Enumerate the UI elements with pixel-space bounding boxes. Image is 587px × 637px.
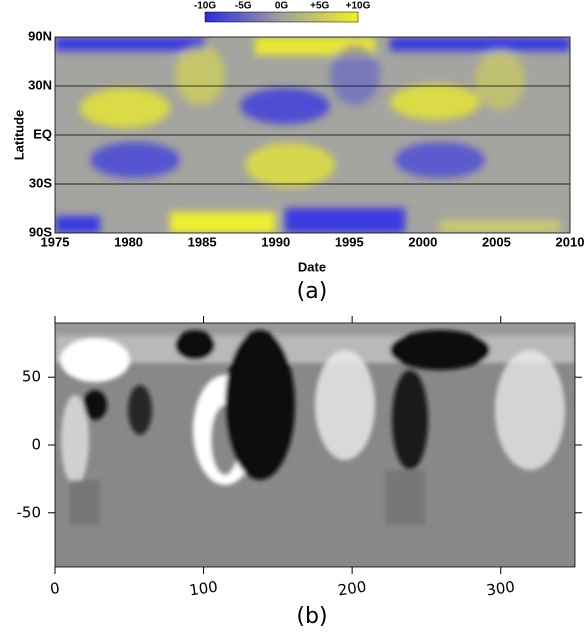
colorbar-label: -10G [194, 1, 216, 12]
y-tick-label: 0 [31, 436, 41, 454]
y-tick-label: 90N [28, 28, 52, 43]
colorbar-label: 0G [275, 1, 289, 12]
colorbar [204, 11, 359, 23]
x-tick-label: 2000 [408, 234, 437, 249]
colorbar-label: +5G [310, 1, 329, 12]
y-tick-label: 30N [28, 77, 52, 92]
x-tick-label: 1990 [261, 234, 290, 249]
plot-frame [54, 322, 576, 568]
y-tick-label: 90S [29, 224, 52, 239]
x-tick-label: 100 [188, 578, 219, 600]
plot-frame [54, 36, 571, 234]
colorbar-label: -5G [235, 1, 252, 12]
x-tick-label: 1975 [41, 234, 70, 249]
x-tick-label: 0 [49, 579, 61, 598]
colorbar-label: +10G [346, 1, 371, 12]
caption: (b) [296, 604, 327, 629]
y-tick-label: 30S [29, 175, 52, 190]
x-tick-label: 300 [485, 578, 516, 600]
caption: (a) [297, 279, 328, 304]
x-tick-label: 2010 [556, 234, 585, 249]
x-tick-label: 200 [337, 578, 368, 600]
y-tick-label: EQ [33, 126, 52, 141]
y-tick-label: 50 [22, 368, 41, 386]
x-tick-label: 1995 [335, 234, 364, 249]
x-tick-label: 1985 [188, 234, 217, 249]
heatmap-b [55, 323, 575, 567]
x-tick-label: 2005 [482, 234, 511, 249]
y-axis-label: Latitude [11, 110, 26, 161]
x-tick-label: 1980 [114, 234, 143, 249]
x-axis-label: Date [298, 259, 326, 274]
y-tick-label: -50 [17, 503, 42, 521]
